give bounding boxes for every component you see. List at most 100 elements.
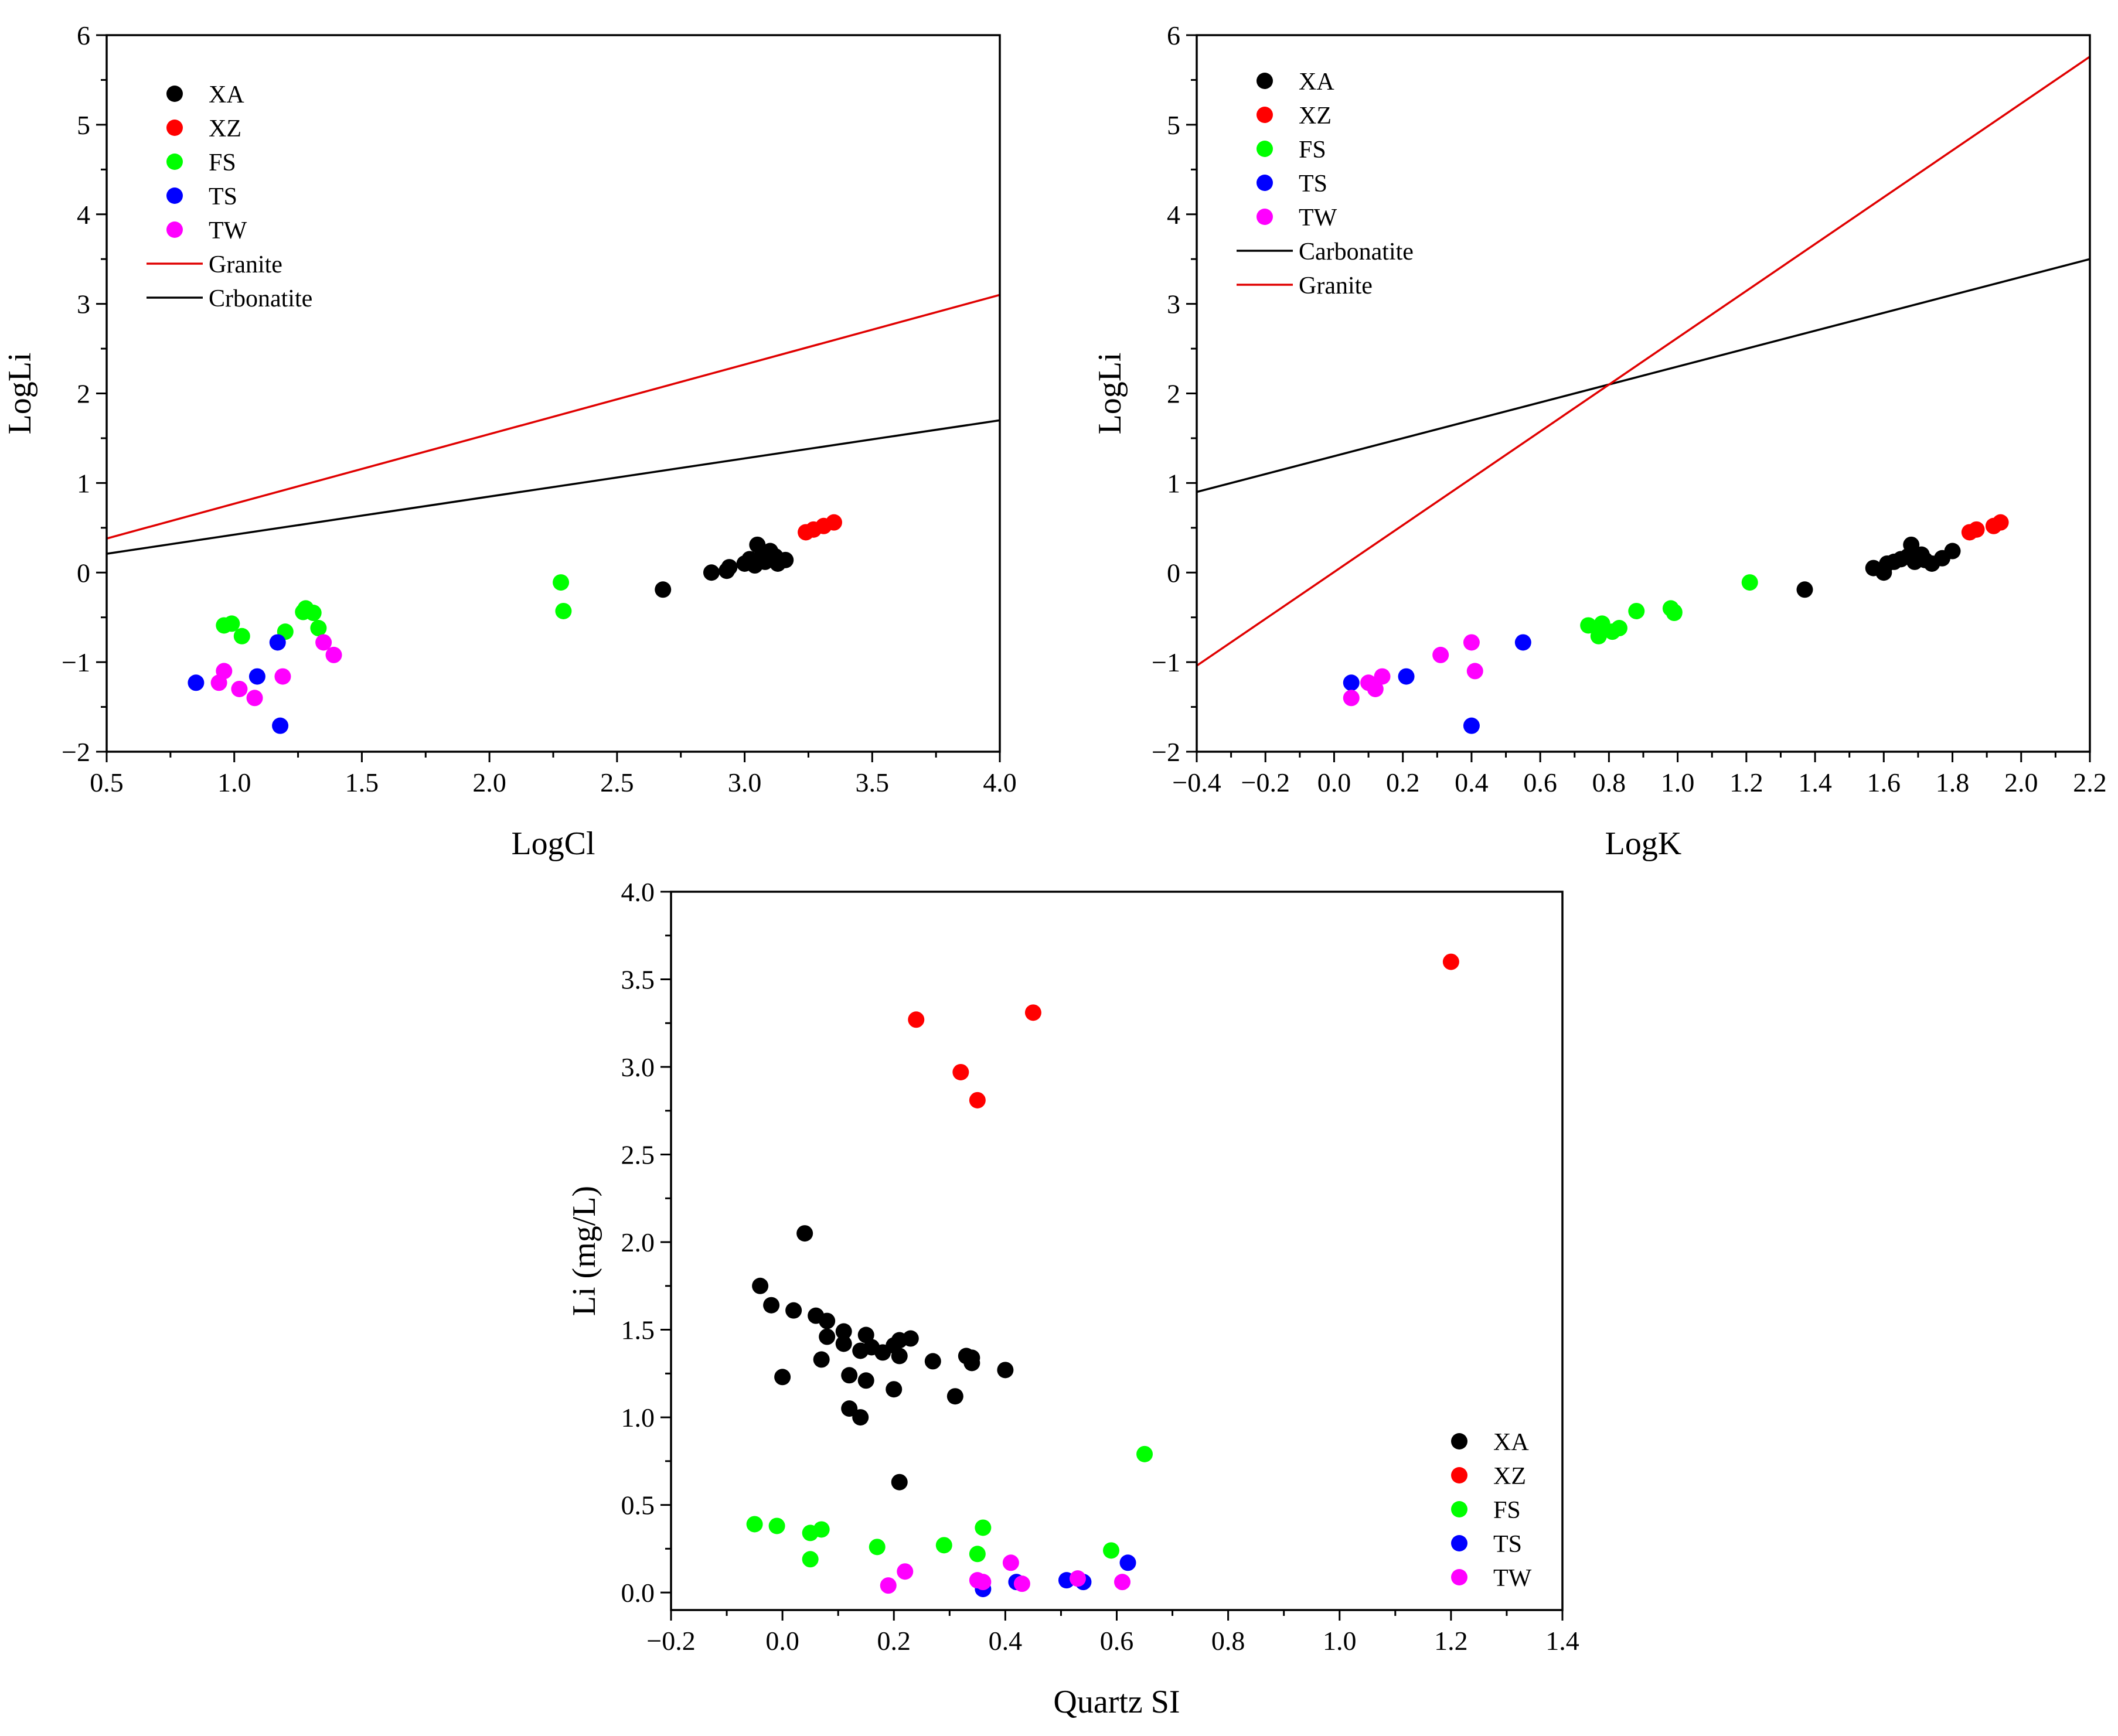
legend-marker-ts — [1257, 175, 1273, 191]
y-tick-label: 1.0 — [621, 1403, 655, 1433]
point-xz — [969, 1092, 986, 1109]
y-tick-label: −1 — [62, 647, 90, 677]
point-fs — [305, 605, 322, 622]
x-tick-label: 0.2 — [1386, 768, 1420, 797]
chart-a: 0.5 1.0 1.5 2.0 2.5 3.0 3.5 4.0 −2 −1 0 1 2 3 4 5 6 LogCl… — [2, 21, 1017, 862]
y-tick-label: 0 — [1167, 558, 1180, 588]
x-tick-label: −0.4 — [1172, 768, 1221, 797]
point-xa — [796, 1225, 813, 1242]
y-tick-label: 2.5 — [621, 1140, 655, 1170]
y-tick-label: 5 — [77, 110, 90, 140]
legend-marker-ts — [166, 187, 183, 204]
y-tick-label: 6 — [1167, 21, 1180, 50]
point-xa — [835, 1335, 852, 1352]
x-tick-label: 0.0 — [765, 1626, 799, 1656]
y-tick-label: 4 — [1167, 200, 1180, 230]
point-tw — [1069, 1570, 1086, 1587]
point-xz — [908, 1011, 925, 1028]
legend-marker-fs — [1257, 141, 1273, 157]
y-tick-label: 1 — [77, 468, 90, 498]
x-tick-label: 0.6 — [1523, 768, 1557, 797]
point-fs — [553, 574, 570, 591]
y-axis-ticks: 0.0 0.5 1.0 1.5 2.0 2.5 3.0 3.5 4.0 — [621, 877, 671, 1608]
legend-label: FS — [209, 149, 236, 176]
point-tw — [897, 1563, 914, 1580]
point-tw — [315, 634, 332, 651]
legend-marker-tw — [166, 221, 183, 238]
legend-label: Crbonatite — [209, 285, 312, 312]
point-tw — [1374, 668, 1391, 685]
y-tick-label: −2 — [1152, 737, 1180, 767]
legend-label: TS — [209, 183, 237, 210]
legend-label: XZ — [1299, 103, 1332, 129]
legend-label: Carbonatite — [1299, 238, 1414, 265]
x-axis-label: LogK — [1605, 826, 1682, 862]
x-axis-ticks: −0.2 0.0 0.2 0.4 0.6 0.8 1.0 1.2 1.4 — [646, 1610, 1579, 1656]
point-fs — [1136, 1445, 1153, 1462]
point-xa — [852, 1409, 869, 1426]
y-tick-label: 0.0 — [621, 1578, 655, 1608]
point-tw — [975, 1574, 992, 1591]
legend-marker-xa — [1257, 73, 1273, 89]
y-axis-ticks: −2 −1 0 1 2 3 4 5 6 — [62, 21, 107, 767]
x-tick-label: 1.0 — [1323, 1626, 1357, 1656]
point-xa — [835, 1323, 852, 1340]
legend-label: TW — [1299, 204, 1337, 231]
legend-marker-xz — [166, 120, 183, 136]
y-tick-label: 2 — [1167, 379, 1180, 409]
x-tick-label: 0.6 — [1100, 1626, 1134, 1656]
x-tick-label: 0.8 — [1592, 768, 1626, 797]
legend-marker-xa — [1451, 1433, 1467, 1449]
x-tick-label: 2.5 — [600, 768, 634, 797]
point-tw — [1463, 634, 1480, 651]
data-points — [188, 514, 842, 734]
legend-label: XA — [1299, 69, 1334, 96]
point-xa — [819, 1312, 836, 1329]
legend-label: TS — [1493, 1531, 1522, 1558]
point-tw — [1002, 1554, 1019, 1571]
point-fs — [1628, 602, 1645, 619]
point-xa — [841, 1400, 858, 1417]
x-tick-label: 1.2 — [1434, 1626, 1468, 1656]
point-tw — [231, 680, 248, 697]
x-tick-label: 0.0 — [1317, 768, 1351, 797]
x-tick-label: 1.0 — [217, 768, 251, 797]
x-tick-label: 2.2 — [2073, 768, 2107, 797]
x-tick-label: 0.5 — [90, 768, 124, 797]
point-xa — [655, 581, 672, 598]
point-tw — [1013, 1575, 1030, 1592]
point-xa — [891, 1348, 908, 1365]
point-fs — [768, 1517, 785, 1534]
y-tick-label: 0 — [77, 558, 90, 588]
point-xa — [841, 1367, 858, 1384]
point-fs — [555, 602, 572, 619]
point-tw — [880, 1577, 897, 1594]
point-tw — [1367, 680, 1384, 697]
x-axis-ticks: 0.5 1.0 1.5 2.0 2.5 3.0 3.5 4.0 — [90, 752, 1017, 797]
point-xa — [1944, 543, 1961, 560]
y-tick-label: 4 — [77, 200, 90, 230]
point-fs — [1102, 1542, 1119, 1559]
point-xa — [703, 564, 720, 581]
y-tick-label: −1 — [1152, 647, 1180, 677]
point-fs — [813, 1521, 830, 1538]
point-xa — [902, 1330, 919, 1347]
point-xa — [777, 551, 794, 568]
x-tick-label: −0.2 — [646, 1626, 695, 1656]
y-tick-label: 4.0 — [621, 877, 655, 907]
x-tick-label: −0.2 — [1241, 768, 1290, 797]
x-tick-label: 3.0 — [728, 768, 762, 797]
point-ts — [269, 634, 286, 651]
legend-marker-xz — [1451, 1467, 1467, 1483]
point-xa — [924, 1353, 941, 1370]
chart-c: −0.2 0.0 0.2 0.4 0.6 0.8 1.0 1.2 1.4 0.0 0.5 1.0 1.5… — [566, 877, 1579, 1720]
x-tick-label: 1.8 — [1936, 768, 1970, 797]
plot-frame — [1196, 34, 2091, 753]
point-fs — [1666, 605, 1683, 622]
y-tick-label: 0.5 — [621, 1491, 655, 1520]
line-crbonatite — [107, 419, 1000, 555]
point-xz — [825, 514, 842, 531]
legend: XA XZ FS TS TW Granite Crbonatite — [147, 81, 312, 312]
point-xa — [891, 1474, 908, 1491]
point-fs — [1610, 620, 1627, 637]
